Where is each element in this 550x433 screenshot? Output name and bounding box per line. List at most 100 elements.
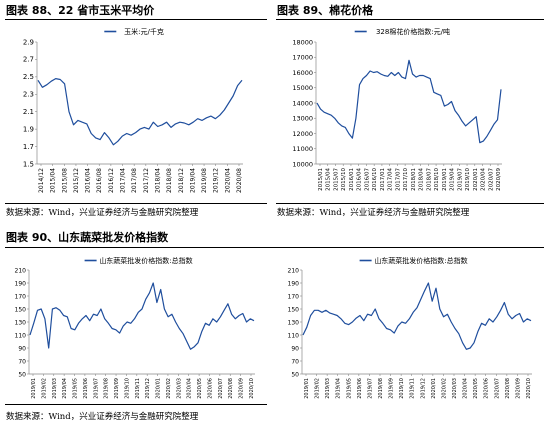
x-tick-label: 2020/08 bbox=[228, 378, 234, 399]
y-tick-label: 110 bbox=[15, 332, 27, 339]
y-tick-label: 1.5 bbox=[23, 160, 34, 168]
chart-corn-price: 玉米:元/千克 2.9 2.7 2.5 2.3 2.1 1.9 1.7 1.5 2014/12 20… bbox=[23, 27, 243, 193]
legend: 玉米:元/千克 bbox=[104, 27, 164, 36]
x-tick-label: 2019/03 bbox=[52, 378, 58, 399]
y-tick-label: 50 bbox=[18, 371, 26, 378]
x-tick-label: 2020/01 bbox=[156, 378, 162, 399]
y-tick-label: 11000 bbox=[292, 145, 313, 153]
chart-vegetable-index-left: 山东蔬菜批发价格指数:总指数 210 190 170 150 130 110 90 70 50 20… bbox=[15, 256, 255, 399]
y-tick-label: 2.3 bbox=[23, 91, 34, 99]
source-note-88: 数据来源：Wind，兴业证券经济与金融研究院整理 bbox=[6, 208, 199, 218]
y-tick-label: 13000 bbox=[292, 115, 313, 123]
x-tick-label: 2018/04 bbox=[154, 168, 161, 193]
source-note-89: 数据来源：Wind，兴业证券经济与金融研究院整理 bbox=[277, 208, 470, 218]
legend-label: 328棉花价格指数:元/吨 bbox=[376, 27, 450, 36]
x-tick-label: 2017/04 bbox=[388, 168, 394, 191]
x-tick-label: 2019/03 bbox=[325, 378, 331, 399]
x-tick-label: 2016/07 bbox=[364, 168, 370, 191]
y-tick-label: 90 bbox=[291, 345, 299, 352]
series-line bbox=[316, 59, 502, 144]
x-tick-label: 2019/07 bbox=[93, 378, 99, 399]
y-tick-label: 14000 bbox=[292, 99, 313, 107]
x-tick-label: 2020/09 bbox=[239, 378, 245, 399]
y-tick-label: 170 bbox=[288, 293, 300, 300]
y-tick-label: 70 bbox=[18, 358, 26, 365]
x-tick-label: 2020/04 bbox=[187, 378, 193, 399]
x-tick-label: 2020/07 bbox=[218, 378, 224, 399]
source-rule-89 bbox=[276, 203, 544, 204]
x-tick-label: 2019/05 bbox=[346, 378, 352, 399]
y-tick-label: 150 bbox=[288, 306, 300, 313]
x-tick-label: 2019/01 bbox=[442, 168, 448, 191]
y-tick-label: 190 bbox=[288, 280, 300, 287]
x-tick-label: 2019/09 bbox=[389, 378, 395, 399]
x-tick-label: 2016/08 bbox=[96, 168, 103, 193]
x-tick-label: 2017/10 bbox=[403, 168, 409, 191]
y-tick-label: 150 bbox=[15, 306, 27, 313]
x-tick-label: 2018/10 bbox=[434, 168, 440, 191]
x-tick-label: 2019/12 bbox=[145, 378, 151, 399]
x-tick-label: 2019/11 bbox=[135, 378, 141, 399]
series-line bbox=[29, 282, 255, 350]
source-rule-90 bbox=[5, 404, 267, 405]
x-tick-label: 2015/04 bbox=[326, 168, 332, 191]
legend: 328棉花价格指数:元/吨 bbox=[354, 27, 450, 36]
x-tick-label: 2020/05 bbox=[473, 378, 479, 399]
x-tick-label: 2015/04 bbox=[50, 168, 57, 193]
figure-title-88: 图表 88、22 省市玉米平均价 bbox=[6, 4, 155, 17]
source-note-90: 数据来源：Wind，兴业证券经济与金融研究院整理 bbox=[6, 412, 199, 422]
x-tick-label: 2019/08 bbox=[378, 378, 384, 399]
y-tick-label: 170 bbox=[15, 293, 27, 300]
x-tick-label: 2018/01 bbox=[411, 168, 417, 191]
x-tick-label: 2018/04 bbox=[419, 168, 425, 191]
x-tick-label: 2019/04 bbox=[62, 378, 68, 399]
x-tick-label: 2018/12 bbox=[178, 168, 185, 193]
x-tick-label: 2019/12 bbox=[213, 168, 220, 193]
x-tick-label: 2019/08 bbox=[104, 378, 110, 399]
y-tick-label: 1.9 bbox=[23, 125, 34, 133]
x-tick-label: 2015/07 bbox=[333, 168, 339, 191]
y-tick-label: 2.5 bbox=[23, 73, 34, 81]
x-tick-label: 2019/12 bbox=[420, 378, 426, 399]
y-tick-label: 18000 bbox=[292, 38, 313, 46]
x-tick-label: 2019/07 bbox=[367, 378, 373, 399]
x-tick-label: 2020/07 bbox=[488, 168, 494, 191]
y-tick-label: 50 bbox=[291, 371, 299, 378]
x-tick-label: 2015/12 bbox=[73, 168, 80, 193]
x-tick-label: 2017/12 bbox=[143, 168, 150, 193]
y-tick-label: 90 bbox=[18, 345, 26, 352]
x-tick-label: 2019/10 bbox=[124, 378, 130, 399]
x-tick-label: 2020/09 bbox=[496, 168, 502, 191]
x-tick-label: 2019/01 bbox=[304, 378, 310, 399]
x-tick-label: 2019/11 bbox=[410, 378, 416, 399]
x-tick-label: 2016/10 bbox=[372, 168, 378, 191]
x-tick-label: 2020/08 bbox=[505, 378, 511, 399]
x-tick-label: 2016/04 bbox=[85, 168, 92, 193]
chart-vegetable-index-right: 山东蔬菜批发价格指数:总指数 210 190 170 150 130 110 90 70 50 20… bbox=[288, 256, 532, 399]
x-tick-label: 2020/08 bbox=[236, 168, 243, 193]
y-tick-label: 16000 bbox=[292, 69, 313, 77]
x-tick-label: 2019/10 bbox=[465, 168, 471, 191]
x-tick-label: 2020/09 bbox=[515, 378, 521, 399]
x-tick-label: 2016/04 bbox=[357, 168, 363, 191]
legend-label: 山东蔬菜批发价格指数:总指数 bbox=[99, 256, 192, 265]
y-tick-label: 12000 bbox=[292, 130, 313, 138]
x-tick-label: 2015/01 bbox=[318, 168, 324, 191]
x-tick-label: 2018/07 bbox=[426, 168, 432, 191]
title-rule-89 bbox=[276, 19, 544, 20]
y-tick-label: 2.7 bbox=[23, 56, 34, 64]
x-tick-label: 2015/08 bbox=[61, 168, 68, 193]
x-tick-label: 2019/04 bbox=[450, 168, 456, 191]
y-tick-label: 210 bbox=[288, 267, 300, 274]
x-tick-label: 2020/07 bbox=[494, 378, 500, 399]
y-tick-label: 2.1 bbox=[23, 108, 34, 116]
x-tick-label: 2015/10 bbox=[341, 168, 347, 191]
x-tick-label: 2019/07 bbox=[457, 168, 463, 191]
x-tick-label: 2016/01 bbox=[349, 168, 355, 191]
y-tick-label: 1.7 bbox=[23, 143, 34, 151]
x-tick-label: 2020/06 bbox=[207, 378, 213, 399]
x-tick-label: 2020/06 bbox=[484, 378, 490, 399]
x-tick-label: 2018/08 bbox=[166, 168, 173, 193]
x-tick-label: 2016/12 bbox=[108, 168, 115, 193]
x-tick-label: 2020/03 bbox=[176, 378, 182, 399]
